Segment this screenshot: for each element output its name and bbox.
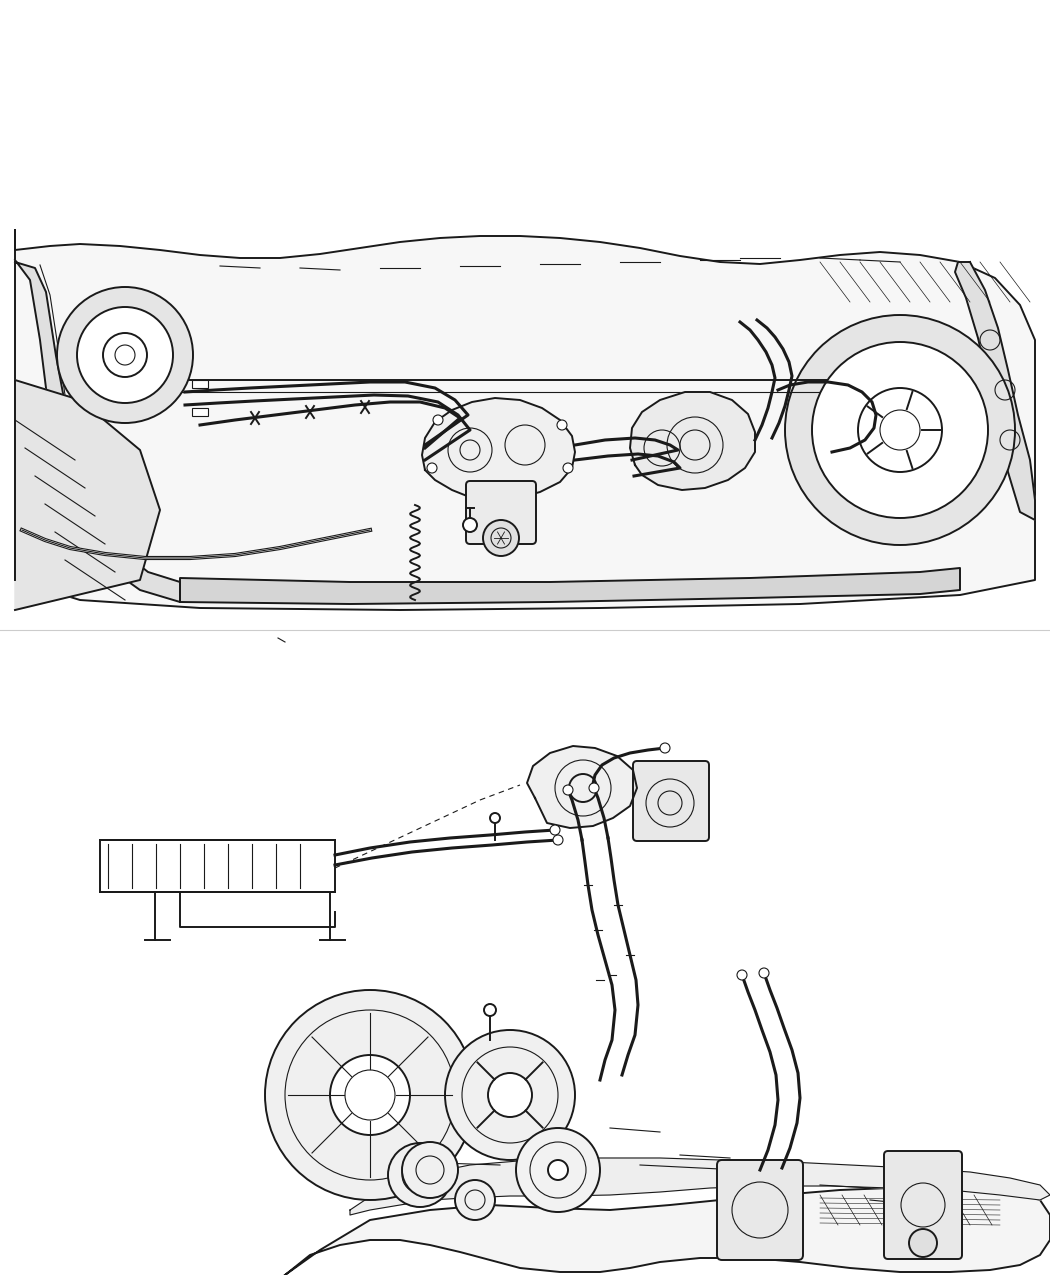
Polygon shape (527, 746, 637, 827)
Circle shape (589, 783, 598, 793)
Circle shape (57, 287, 193, 423)
Polygon shape (180, 567, 960, 604)
Circle shape (463, 518, 477, 532)
Polygon shape (15, 260, 180, 602)
Bar (192, 408, 208, 416)
FancyBboxPatch shape (466, 481, 536, 544)
Circle shape (445, 1030, 575, 1160)
Polygon shape (630, 391, 755, 490)
Bar (192, 380, 208, 388)
Polygon shape (422, 398, 575, 500)
Circle shape (433, 414, 443, 425)
Polygon shape (350, 1158, 1050, 1215)
Circle shape (77, 307, 173, 403)
Circle shape (563, 463, 573, 473)
Polygon shape (956, 261, 1035, 520)
FancyBboxPatch shape (633, 761, 709, 842)
Circle shape (516, 1128, 600, 1213)
Circle shape (759, 968, 769, 978)
Circle shape (550, 825, 560, 835)
Circle shape (660, 743, 670, 754)
Polygon shape (15, 230, 1035, 609)
Polygon shape (15, 380, 160, 609)
Circle shape (412, 1167, 428, 1183)
Circle shape (553, 835, 563, 845)
Circle shape (455, 1179, 495, 1220)
Bar (100, 840, 335, 892)
Circle shape (330, 1054, 410, 1135)
Circle shape (490, 813, 500, 822)
Circle shape (402, 1142, 458, 1198)
Circle shape (265, 989, 475, 1200)
Circle shape (556, 419, 567, 430)
FancyBboxPatch shape (884, 1151, 962, 1258)
FancyBboxPatch shape (717, 1160, 803, 1260)
Circle shape (483, 520, 519, 556)
Circle shape (909, 1229, 937, 1257)
Polygon shape (285, 1184, 1050, 1275)
Circle shape (484, 1003, 496, 1016)
Circle shape (563, 785, 573, 796)
Circle shape (737, 970, 747, 980)
Circle shape (812, 342, 988, 518)
Circle shape (785, 315, 1015, 544)
Circle shape (388, 1142, 452, 1207)
Circle shape (548, 1160, 568, 1179)
Circle shape (427, 463, 437, 473)
Circle shape (488, 1074, 532, 1117)
